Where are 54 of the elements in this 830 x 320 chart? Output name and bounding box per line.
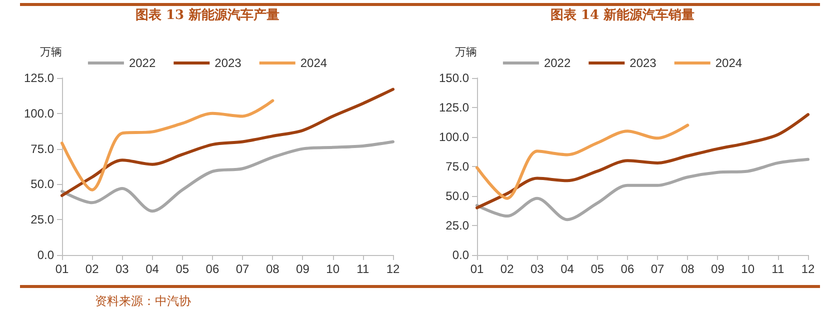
y-tick-label: 125.0 <box>24 71 54 85</box>
x-tick-label: 12 <box>386 262 400 276</box>
x-tick-label: 08 <box>680 262 695 276</box>
y-tick-label: 125.0 <box>438 100 470 114</box>
x-tick-label: 10 <box>326 262 340 276</box>
x-tick-label: 02 <box>85 262 100 276</box>
x-tick-label: 11 <box>356 262 370 276</box>
chart-title: 图表 14 新能源汽车销量 <box>550 7 695 23</box>
line-series <box>476 158 810 222</box>
x-tick-label: 01 <box>470 262 484 276</box>
line-series <box>476 124 690 200</box>
x-tick-label: 05 <box>176 262 190 276</box>
y-tick-label: 100.0 <box>438 130 470 144</box>
y-tick-label: 25.0 <box>30 212 54 227</box>
y-tick-label: 150.0 <box>438 71 470 85</box>
x-tick-label: 05 <box>590 262 604 276</box>
x-tick-label: 06 <box>206 262 220 276</box>
x-tick-label: 08 <box>266 262 280 276</box>
x-tick-label: 09 <box>296 262 310 276</box>
y-tick-label: 0.0 <box>37 248 54 262</box>
x-tick-label: 09 <box>711 262 725 276</box>
x-tick-label: 07 <box>236 262 250 276</box>
line-series <box>60 99 274 192</box>
y-tick-label: 100.0 <box>24 106 54 120</box>
x-tick-label: 12 <box>801 262 815 276</box>
y-axis-title: 万辆 <box>40 46 62 58</box>
y-tick-label: 25.0 <box>446 218 470 232</box>
x-tick-label: 10 <box>741 262 755 276</box>
line-series <box>60 140 394 213</box>
line-series <box>60 88 394 198</box>
y-tick-label: 75.0 <box>446 160 470 174</box>
x-tick-label: 01 <box>55 262 69 276</box>
text: 资料来源：中汽协 <box>95 294 191 308</box>
y-tick-label: 0.0 <box>452 248 470 262</box>
legend-label: 2022 <box>128 56 156 70</box>
x-tick-label: 04 <box>560 262 574 276</box>
y-tick-label: 50.0 <box>446 189 470 203</box>
legend-label: 2022 <box>544 56 571 70</box>
y-tick-label: 75.0 <box>30 142 54 156</box>
line-series <box>476 113 810 210</box>
legend-label: 2023 <box>214 56 242 70</box>
x-tick-label: 06 <box>620 262 634 276</box>
x-tick-label: 04 <box>146 262 160 276</box>
y-tick-label: 50.0 <box>30 177 54 192</box>
x-tick-label: 02 <box>500 262 514 276</box>
chart-title: 图表 13 新能源汽车产量 <box>135 7 280 23</box>
y-axis-title: 万辆 <box>455 46 477 58</box>
legend-label: 2023 <box>630 56 657 70</box>
legend-label: 2024 <box>300 56 328 70</box>
x-tick-label: 03 <box>530 262 544 276</box>
x-tick-label: 03 <box>116 262 130 276</box>
x-tick-label: 11 <box>772 262 784 276</box>
legend-label: 2024 <box>715 56 742 70</box>
x-tick-label: 07 <box>650 262 665 276</box>
